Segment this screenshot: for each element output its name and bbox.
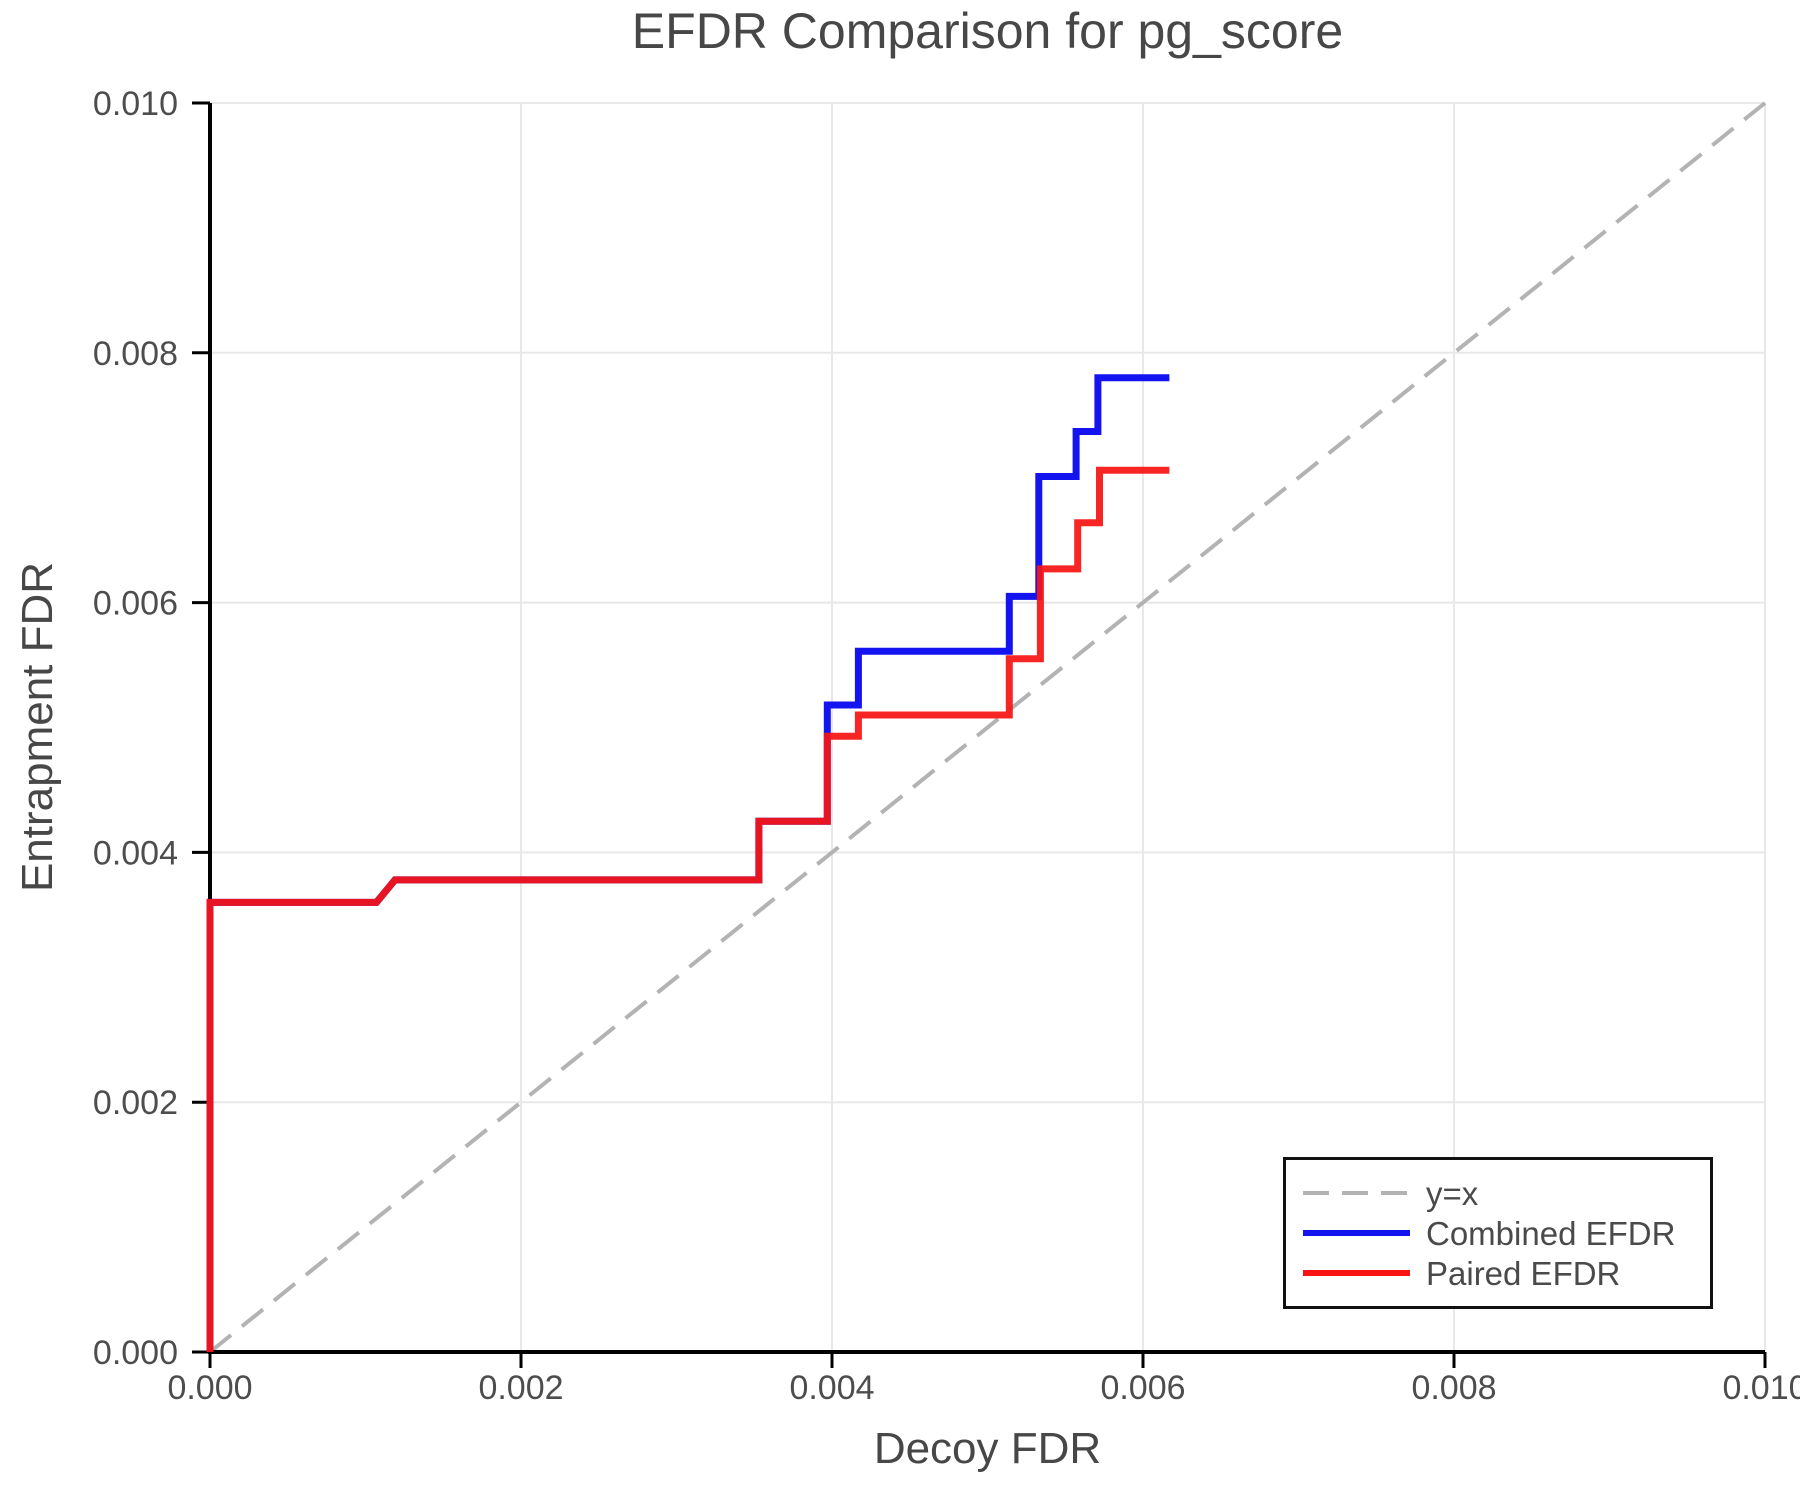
x-tick-label: 0.004 [789,1369,874,1407]
x-tick-label: 0.008 [1411,1369,1496,1407]
y-tick-label: 0.006 [93,585,178,623]
x-tick-label: 0.006 [1100,1369,1185,1407]
legend-item-paired-efdr: Paired EFDR [1303,1254,1710,1292]
legend: y=x Combined EFDR Paired EFDR [1283,1157,1713,1309]
reference-line-y-equals-x [208,101,1767,1354]
x-tick-label: 0.000 [167,1369,252,1407]
y-axis-title: Entrapment FDR [13,561,62,893]
red-line-sample-icon [1303,1270,1410,1276]
blue-line-sample-icon [1303,1230,1410,1236]
legend-item-y-equals-x: y=x [1303,1174,1710,1212]
legend-label: Paired EFDR [1426,1254,1621,1292]
chart-title: EFDR Comparison for pg_score [631,3,1344,59]
legend-label: y=x [1426,1174,1479,1212]
legend-label: Combined EFDR [1426,1214,1676,1252]
x-axis-title: Decoy FDR [873,1424,1102,1473]
y-tick-label: 0.002 [93,1084,178,1122]
y-tick-label: 0.008 [93,335,178,373]
y-tick-label: 0.010 [93,85,178,123]
x-tick-label: 0.010 [1722,1369,1800,1407]
legend-item-combined-efdr: Combined EFDR [1303,1214,1710,1252]
dashed-line-sample-icon [1303,1191,1410,1195]
series-combined-efdr [206,374,1170,1352]
x-tick-label: 0.002 [478,1369,563,1407]
y-tick-label: 0.004 [93,834,178,872]
series-paired-efdr [206,466,1170,1352]
y-tick-label: 0.000 [93,1334,178,1372]
